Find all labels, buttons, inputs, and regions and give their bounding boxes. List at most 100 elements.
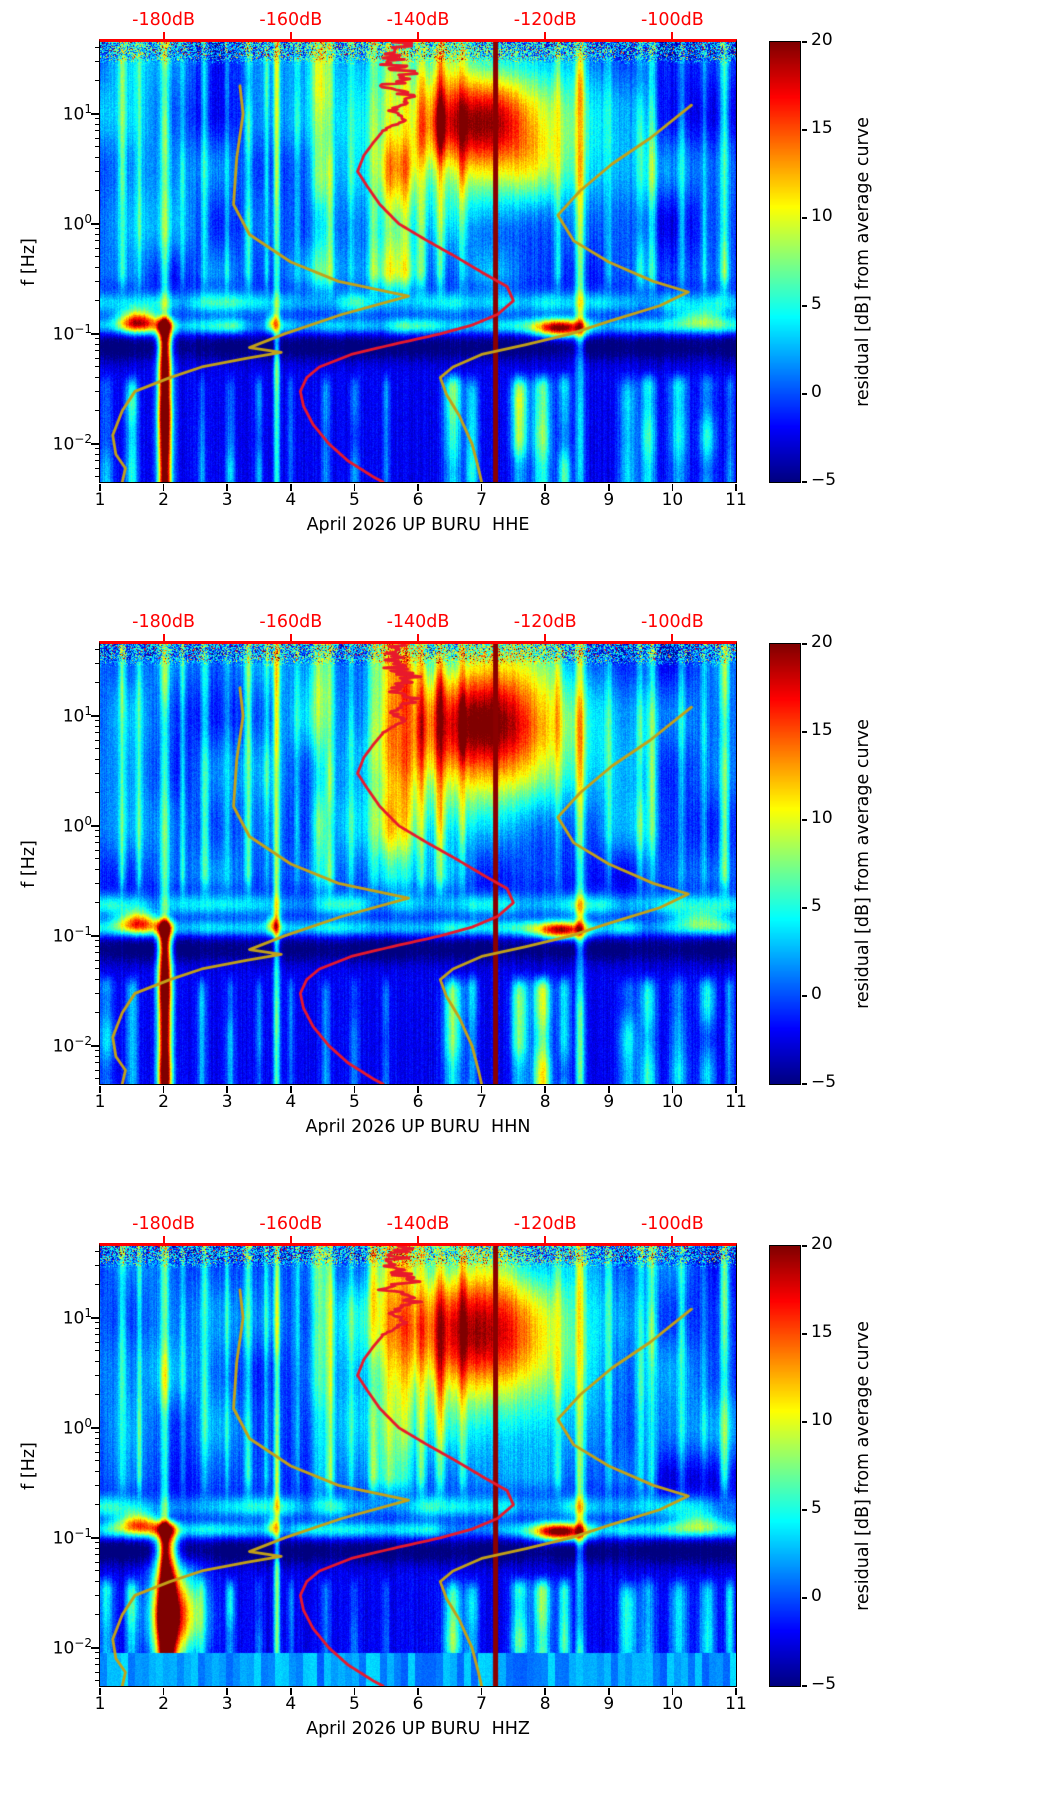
x-axis-tick xyxy=(480,483,483,491)
top-axis-tick xyxy=(544,32,547,39)
x-axis-tick-label: 1 xyxy=(94,1092,106,1112)
x-axis-tick xyxy=(99,1687,101,1695)
y-axis-tick xyxy=(91,1045,99,1047)
y-axis-tick-label: 100 xyxy=(62,813,92,837)
y-axis-minor-tick xyxy=(94,842,99,844)
colorbar-tick-label: −5 xyxy=(811,1072,837,1092)
top-axis-tick xyxy=(162,32,165,39)
x-axis-tick xyxy=(544,1687,546,1695)
x-axis-tick xyxy=(99,483,101,491)
x-axis-tick-label: 5 xyxy=(348,490,360,510)
colorbar-tick-label: 15 xyxy=(811,1322,833,1342)
y-axis-minor-tick xyxy=(94,1664,99,1666)
y-axis-minor-tick xyxy=(94,157,99,159)
x-axis-tick-label: 7 xyxy=(476,1694,487,1714)
colorbar-tick xyxy=(801,1333,807,1335)
colorbar-tick-label: 20 xyxy=(811,632,833,652)
colorbar-tick-label: 20 xyxy=(811,30,833,50)
y-axis-minor-tick xyxy=(94,234,99,235)
x-axis-tick-label: 11 xyxy=(725,490,747,510)
y-axis-tick-label: 10−2 xyxy=(52,1635,92,1659)
x-axis-tick-label: 3 xyxy=(221,490,233,510)
y-axis-minor-tick xyxy=(94,959,99,961)
x-axis-tick xyxy=(608,483,610,491)
top-axis-tick xyxy=(544,634,547,641)
y-axis-minor-tick xyxy=(94,366,99,368)
x-axis-tick xyxy=(735,1085,737,1093)
colorbar-canvas xyxy=(769,41,800,482)
y-axis-minor-tick xyxy=(94,940,99,942)
y-axis-minor-tick xyxy=(94,739,99,741)
top-axis-tick xyxy=(289,32,292,39)
y-axis-minor-tick xyxy=(94,124,99,125)
y-axis-minor-tick xyxy=(94,979,99,981)
y-axis-minor-tick xyxy=(94,1594,99,1596)
colorbar-label: residual [dB] from average curve xyxy=(853,117,873,407)
x-axis-tick xyxy=(608,1687,610,1695)
x-axis-tick-label: 2 xyxy=(158,1092,169,1112)
y-axis-minor-tick xyxy=(94,137,99,139)
top-axis-tick xyxy=(671,634,674,641)
colorbar-tick xyxy=(801,217,807,219)
x-axis-tick-label: 6 xyxy=(412,1694,424,1714)
x-axis-tick-label: 8 xyxy=(539,1694,551,1714)
y-axis-minor-tick xyxy=(94,1056,99,1057)
y-axis-minor-tick xyxy=(94,1251,99,1253)
y-axis-minor-tick xyxy=(94,1432,99,1434)
y-axis-minor-tick xyxy=(94,1658,99,1659)
y-axis-minor-tick xyxy=(94,1554,99,1556)
x-axis-tick-label: 4 xyxy=(285,490,297,510)
y-axis-minor-tick xyxy=(94,1548,99,1549)
plot-area xyxy=(98,39,737,483)
x-axis-tick-label: 8 xyxy=(539,490,551,510)
x-axis-tick xyxy=(671,1687,674,1695)
x-axis-tick xyxy=(226,1687,228,1695)
y-axis-minor-tick xyxy=(94,662,99,664)
x-axis-tick xyxy=(226,1085,228,1093)
x-axis-label: April 2026 UP BURU HHZ xyxy=(306,1719,530,1739)
x-axis-label: April 2026 UP BURU HHE xyxy=(306,515,530,535)
y-axis-minor-tick xyxy=(94,1444,99,1446)
plot-area xyxy=(98,641,737,1085)
x-axis-tick xyxy=(162,483,165,491)
x-axis-tick xyxy=(353,1687,356,1695)
colorbar-tick-label: 5 xyxy=(811,294,822,314)
y-axis-minor-tick xyxy=(94,448,99,450)
y-axis-minor-tick xyxy=(94,1322,99,1324)
y-axis-minor-tick xyxy=(94,1361,99,1363)
y-axis-minor-tick xyxy=(94,1652,99,1654)
x-axis-tick xyxy=(290,1085,292,1093)
y-axis-minor-tick xyxy=(94,1050,99,1052)
y-axis-tick-label: 10−2 xyxy=(52,431,92,455)
colorbar-tick-label: 0 xyxy=(811,984,822,1004)
colorbar-tick xyxy=(801,1509,807,1511)
y-axis-tick-label: 101 xyxy=(62,101,92,125)
y-axis-minor-tick xyxy=(94,968,99,970)
y-axis-minor-tick xyxy=(94,1341,99,1343)
y-axis-minor-tick xyxy=(94,240,99,242)
y-axis-minor-tick xyxy=(94,1328,99,1329)
y-axis-minor-tick xyxy=(94,1264,99,1266)
x-axis-tick-label: 4 xyxy=(285,1092,297,1112)
y-axis-minor-tick xyxy=(94,732,99,734)
colorbar-label: residual [dB] from average curve xyxy=(853,1321,873,1611)
y-axis-minor-tick xyxy=(94,1062,99,1064)
top-db-axis-label: -180dB xyxy=(132,1214,196,1234)
y-axis-minor-tick xyxy=(94,130,99,132)
colorbar-tick-label: 0 xyxy=(811,382,822,402)
x-axis-tick xyxy=(671,483,674,491)
y-axis-tick xyxy=(91,223,99,225)
x-axis-tick xyxy=(353,483,356,491)
y-axis-tick xyxy=(91,1427,99,1429)
top-db-axis-label: -140dB xyxy=(386,10,450,30)
y-axis-minor-tick xyxy=(94,1394,99,1396)
y-axis-minor-tick xyxy=(94,1451,99,1453)
y-axis-tick-label: 101 xyxy=(62,703,92,727)
colorbar-tick-label: −5 xyxy=(811,1674,837,1694)
top-axis-tick xyxy=(671,1236,674,1243)
x-axis-tick xyxy=(417,1085,419,1093)
y-axis-tick xyxy=(91,715,99,717)
colorbar xyxy=(768,40,801,483)
colorbar-tick xyxy=(801,995,807,997)
